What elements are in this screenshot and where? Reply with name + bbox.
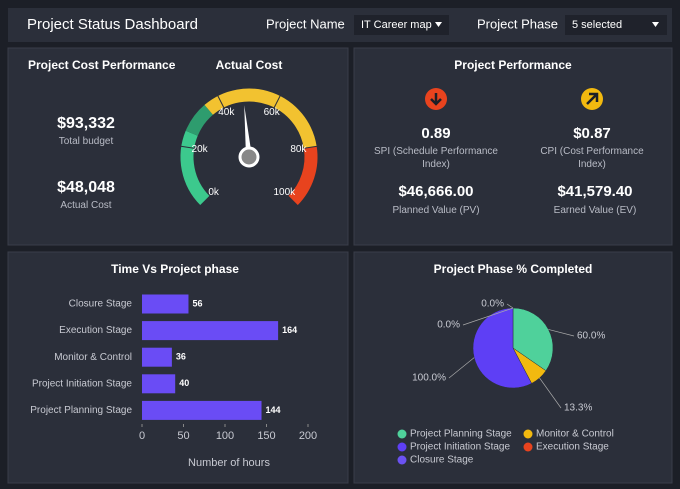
y-tick-label: Closure Stage (69, 299, 133, 310)
chart-title: Project Phase % Completed (434, 262, 593, 276)
legend-label: Closure Stage (410, 455, 474, 466)
bar (142, 294, 189, 314)
kpi-value: $93,332 (57, 115, 115, 132)
trend-arrow (430, 93, 442, 106)
legend-label: Project Initiation Stage (410, 442, 510, 453)
gauge-tick-label: 60k (264, 107, 281, 118)
dropdown[interactable] (354, 15, 449, 35)
kpi-label: Total budget (58, 136, 114, 147)
y-tick-label: Monitor & Control (54, 352, 132, 363)
legend-swatch (523, 442, 533, 452)
index-value: 0.89 (421, 125, 451, 142)
amount-value: $46,666.00 (398, 183, 474, 200)
panel-title: Project Performance (454, 58, 572, 72)
pie-slice (512, 307, 554, 372)
panel (7, 251, 349, 484)
gauge-tick-label: 80k (290, 144, 307, 155)
gauge-title: Actual Cost (216, 58, 283, 72)
dashboard-title: Project Status Dashboard (27, 16, 198, 33)
bar (142, 400, 262, 420)
amount-value: $41,579.40 (557, 183, 633, 200)
gauge-band (185, 104, 214, 137)
leader-line (462, 307, 514, 326)
value-label: 40 (179, 378, 189, 388)
gauge-band (204, 88, 317, 149)
gauge-tick-label: 20k (192, 144, 209, 155)
leader-line (448, 357, 475, 379)
legend-label: Execution Stage (536, 442, 609, 453)
y-tick-label: Project Initiation Stage (32, 378, 132, 389)
value-label: 36 (176, 352, 186, 362)
x-tick-label: 0 (139, 430, 145, 442)
x-tick-label: 50 (177, 430, 189, 442)
dropdown-arrow (652, 22, 659, 27)
value-label: 60.0% (577, 331, 605, 342)
gauge-tick (217, 95, 225, 109)
dropdown-value: 5 selected (572, 19, 622, 31)
legend-swatch (523, 429, 533, 439)
x-tick-label: 100 (216, 430, 234, 442)
header-bar (8, 8, 672, 42)
dropdown[interactable] (565, 15, 667, 35)
trend-arrow (586, 92, 599, 105)
index-label: SPI (Schedule Performance Index) (374, 146, 498, 170)
leader-line (506, 303, 514, 309)
x-tick-label: 200 (299, 430, 317, 442)
kpi-value: $48,048 (57, 179, 115, 196)
gauge-tick (273, 95, 281, 109)
x-axis-label: Number of hours (188, 457, 270, 469)
gauge-tick-label: 100k (274, 187, 297, 198)
chart-title: Time Vs Project phase (111, 262, 239, 276)
gauge-tick-label: 0k (208, 187, 220, 198)
dropdown-arrow (435, 22, 442, 27)
gauge-tick-label: 40k (218, 107, 235, 118)
panel-title: Project Cost Performance (28, 58, 176, 72)
kpi-label: Actual Cost (60, 200, 112, 211)
y-tick-label: Project Planning Stage (30, 405, 132, 416)
index-value: $0.87 (573, 125, 611, 142)
gauge-hub (238, 146, 260, 168)
gauge-band (288, 146, 318, 206)
amount-label: Planned Value (PV) (392, 205, 480, 216)
legend-swatch (397, 455, 407, 465)
bar (142, 347, 172, 367)
gauge-tick (180, 145, 195, 149)
legend-swatch (397, 429, 407, 439)
dropdown-value: IT Career map (361, 19, 432, 31)
value-label: 0.0% (437, 320, 460, 331)
value-label: 100.0% (412, 373, 446, 384)
legend-label: Monitor & Control (536, 429, 614, 440)
filter-label: Project Phase (477, 16, 558, 31)
x-tick-label: 150 (257, 430, 275, 442)
filter-label: Project Name (266, 16, 345, 31)
leader-line (548, 329, 575, 337)
value-label: 144 (266, 405, 281, 415)
value-label: 164 (282, 325, 297, 335)
value-label: 13.3% (564, 403, 592, 414)
leader-line (539, 377, 562, 409)
index-label: CPI (Cost Performance Index) (540, 146, 644, 170)
amount-label: Earned Value (EV) (553, 205, 637, 216)
gauge-tick (287, 195, 299, 207)
y-tick-label: Execution Stage (59, 325, 132, 336)
panel (7, 47, 349, 246)
bar (142, 374, 176, 394)
gauge-tick (199, 195, 211, 207)
gauge-tick (303, 145, 318, 149)
value-label: 0.0% (481, 299, 504, 310)
value-label: 56 (192, 298, 202, 308)
gauge-needle (244, 105, 252, 158)
bar (142, 321, 279, 341)
gauge-band (180, 130, 210, 206)
legend-swatch (397, 442, 407, 452)
legend-label: Project Planning Stage (410, 429, 512, 440)
panel (353, 47, 673, 246)
